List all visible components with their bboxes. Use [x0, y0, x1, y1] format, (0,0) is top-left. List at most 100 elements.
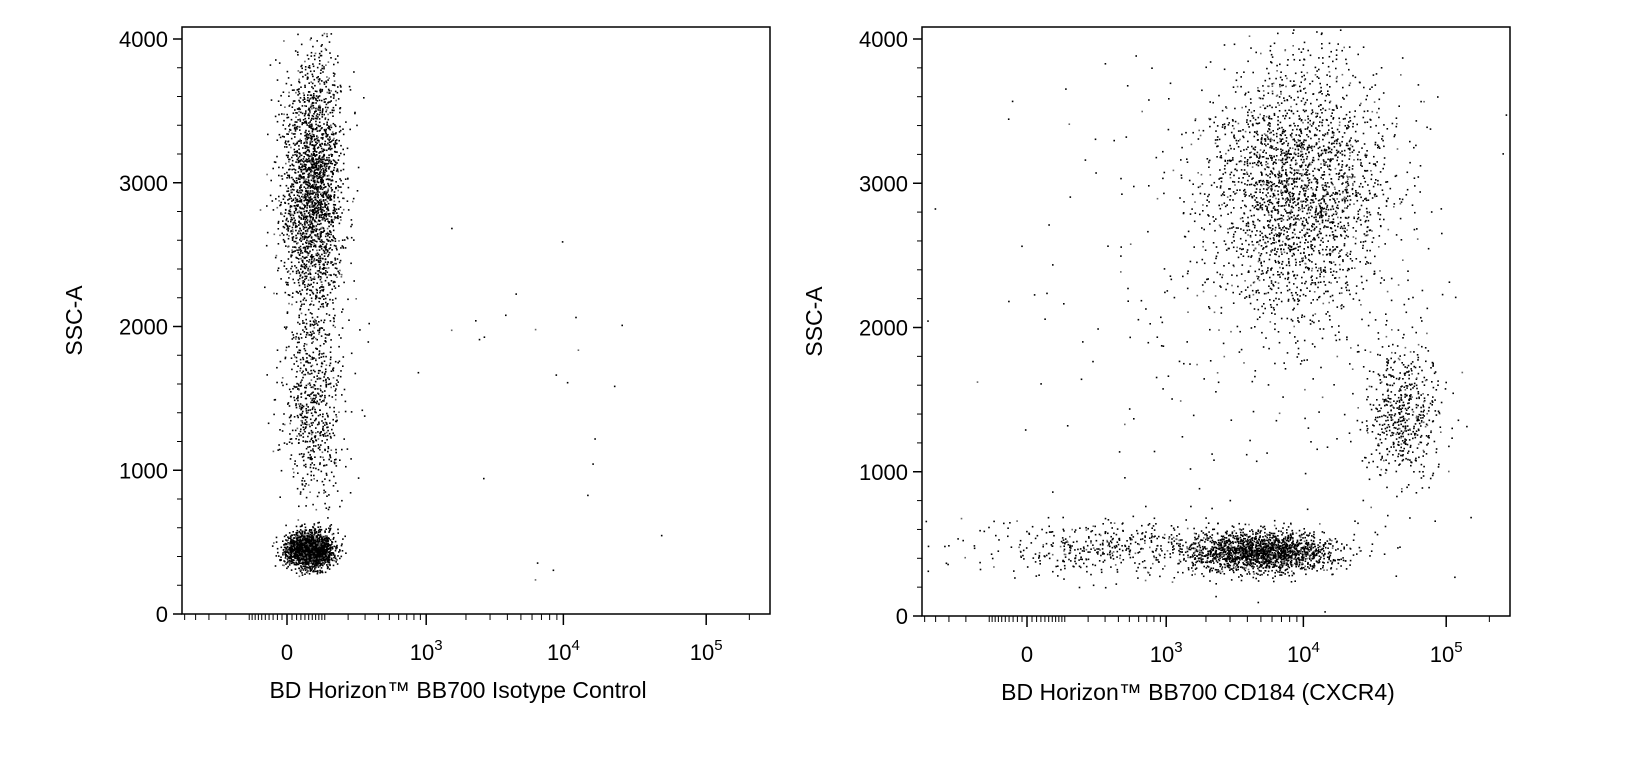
data-point — [295, 112, 297, 114]
data-point — [286, 271, 289, 273]
data-point — [340, 191, 343, 194]
data-point — [321, 451, 324, 454]
data-point — [317, 388, 319, 390]
data-point — [328, 147, 330, 150]
data-point — [314, 543, 317, 545]
data-point — [326, 163, 328, 165]
data-point — [317, 193, 319, 195]
data-point — [318, 421, 320, 424]
data-point — [320, 281, 323, 283]
data-point — [342, 247, 345, 249]
data-point — [309, 463, 312, 466]
data-point — [314, 207, 317, 209]
data-point — [318, 56, 320, 59]
data-point — [333, 195, 335, 198]
data-point — [318, 352, 321, 355]
data-point — [313, 176, 315, 179]
data-point — [303, 217, 305, 219]
data-point — [314, 144, 316, 147]
data-point — [293, 555, 295, 557]
data-point — [287, 237, 290, 240]
data-point — [286, 177, 288, 179]
data-point — [311, 241, 313, 243]
data-point — [278, 448, 281, 451]
data-point — [311, 117, 313, 120]
data-point — [325, 159, 328, 161]
data-point — [329, 199, 331, 201]
data-point — [323, 129, 326, 132]
data-point — [315, 530, 318, 533]
data-point — [303, 208, 305, 210]
data-point — [323, 217, 325, 220]
data-point — [321, 289, 323, 291]
data-point — [329, 230, 331, 233]
data-point — [315, 320, 317, 322]
data-point — [307, 187, 309, 189]
data-point — [309, 545, 311, 547]
data-point — [289, 540, 292, 543]
data-point — [300, 186, 302, 188]
data-point — [311, 414, 314, 417]
data-point — [283, 413, 285, 415]
data-point — [315, 427, 317, 429]
data-point — [309, 418, 312, 421]
data-point — [323, 553, 326, 555]
data-point — [314, 164, 317, 167]
data-point — [290, 547, 293, 549]
data-point — [342, 133, 345, 136]
data-point — [306, 539, 309, 542]
data-point — [326, 552, 328, 554]
data-point — [284, 146, 286, 148]
data-point — [349, 128, 351, 131]
data-point — [315, 97, 317, 100]
data-point — [288, 198, 291, 200]
data-point — [318, 139, 320, 142]
data-point — [286, 116, 288, 119]
data-point — [319, 432, 321, 435]
data-point — [296, 237, 298, 239]
data-point — [309, 38, 312, 41]
data-point — [293, 559, 295, 562]
data-point — [286, 561, 289, 564]
data-point — [351, 223, 353, 226]
data-point — [304, 235, 306, 237]
data-point — [329, 320, 332, 322]
data-point — [290, 254, 292, 256]
data-point — [320, 147, 323, 150]
data-point — [314, 185, 317, 187]
data-point — [304, 565, 306, 568]
data-point — [330, 549, 332, 551]
data-point — [332, 72, 335, 74]
data-point — [322, 180, 324, 182]
data-point — [310, 169, 313, 172]
data-point — [296, 529, 299, 532]
data-point — [302, 270, 304, 273]
data-point — [316, 190, 319, 193]
data-point — [304, 66, 307, 68]
data-point — [297, 70, 300, 72]
data-point — [292, 164, 295, 167]
data-point — [340, 555, 343, 558]
data-point — [325, 178, 328, 181]
data-point — [297, 242, 299, 244]
data-point — [318, 125, 320, 128]
data-point — [316, 195, 319, 198]
data-point — [302, 218, 305, 220]
data-point — [325, 249, 327, 251]
data-point — [323, 373, 326, 376]
data-point — [300, 218, 303, 220]
data-point — [278, 166, 280, 169]
data-point — [311, 316, 314, 319]
data-point — [316, 234, 319, 236]
data-point — [322, 268, 325, 270]
data-point — [286, 190, 288, 193]
data-point — [323, 66, 325, 68]
data-point — [299, 189, 302, 191]
data-point — [304, 543, 306, 545]
data-point — [276, 155, 278, 158]
data-point — [312, 98, 314, 100]
data-point — [323, 459, 325, 461]
data-point — [315, 396, 317, 398]
data-point — [282, 423, 284, 425]
data-point — [264, 286, 266, 289]
